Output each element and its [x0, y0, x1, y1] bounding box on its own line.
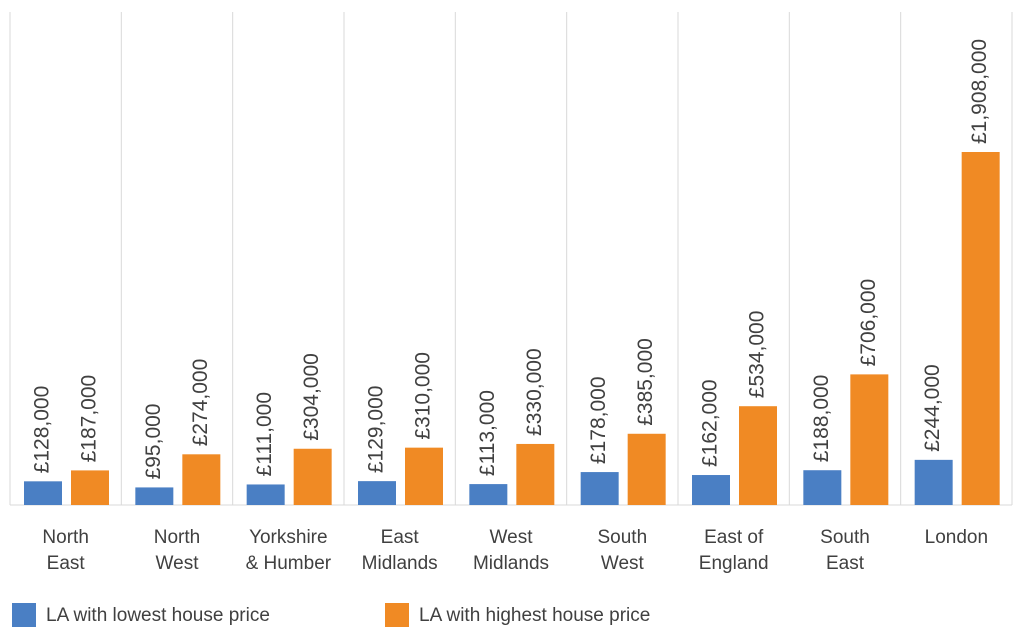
x-tick-label: Midlands — [473, 553, 549, 574]
value-label: £310,000 — [412, 352, 435, 440]
bar — [627, 433, 666, 505]
x-tick-label: West — [601, 553, 645, 574]
x-tick-label: East — [381, 527, 420, 548]
bar — [469, 484, 508, 505]
x-tick-label: West — [490, 527, 534, 548]
value-label: £111,000 — [253, 392, 276, 476]
legend-label: LA with lowest house price — [46, 605, 270, 626]
bar — [961, 152, 1000, 505]
value-label: £95,000 — [142, 404, 165, 480]
x-tick-label: North — [154, 527, 200, 548]
value-label: £274,000 — [189, 359, 212, 447]
bar — [358, 481, 396, 505]
value-label: £244,000 — [921, 364, 944, 452]
bar — [850, 374, 889, 505]
x-tick-label: North — [42, 527, 88, 548]
value-label: £534,000 — [746, 311, 769, 399]
x-tick-label: & Humber — [246, 553, 332, 574]
bar — [516, 443, 555, 505]
bar — [182, 454, 221, 505]
x-tick-label: Midlands — [362, 553, 438, 574]
bar — [246, 484, 285, 505]
value-label: £1,908,000 — [968, 39, 991, 144]
value-label: £129,000 — [365, 386, 388, 474]
x-tick-label: England — [699, 553, 769, 574]
bar — [580, 472, 619, 505]
x-tick-label: East of — [704, 527, 764, 548]
x-tick-label: West — [156, 553, 200, 574]
bar — [692, 475, 730, 505]
x-tick-label: South — [598, 527, 648, 548]
bar — [24, 481, 62, 505]
legend-swatch — [12, 603, 36, 627]
value-label: £330,000 — [523, 348, 546, 436]
bar — [135, 487, 174, 505]
x-tick-label: Yorkshire — [249, 527, 328, 548]
value-label: £187,000 — [78, 375, 101, 463]
value-label: £385,000 — [634, 338, 657, 426]
value-label: £304,000 — [300, 353, 323, 441]
x-tick-label: South — [820, 527, 870, 548]
bar — [914, 459, 953, 505]
x-tick-label: London — [925, 527, 988, 548]
bar — [803, 470, 842, 505]
value-label: £162,000 — [699, 379, 722, 467]
legend-label: LA with highest house price — [419, 605, 650, 626]
value-label: £128,000 — [31, 386, 54, 474]
value-label: £178,000 — [587, 376, 610, 464]
value-label: £188,000 — [810, 375, 833, 463]
x-tick-label: East — [826, 553, 865, 574]
bar — [739, 406, 777, 505]
bar — [405, 447, 443, 505]
x-tick-label: East — [47, 553, 86, 574]
value-label: £113,000 — [476, 390, 499, 476]
legend-swatch — [385, 603, 409, 627]
bar — [293, 448, 332, 505]
bar — [71, 470, 109, 505]
value-label: £706,000 — [857, 279, 880, 367]
